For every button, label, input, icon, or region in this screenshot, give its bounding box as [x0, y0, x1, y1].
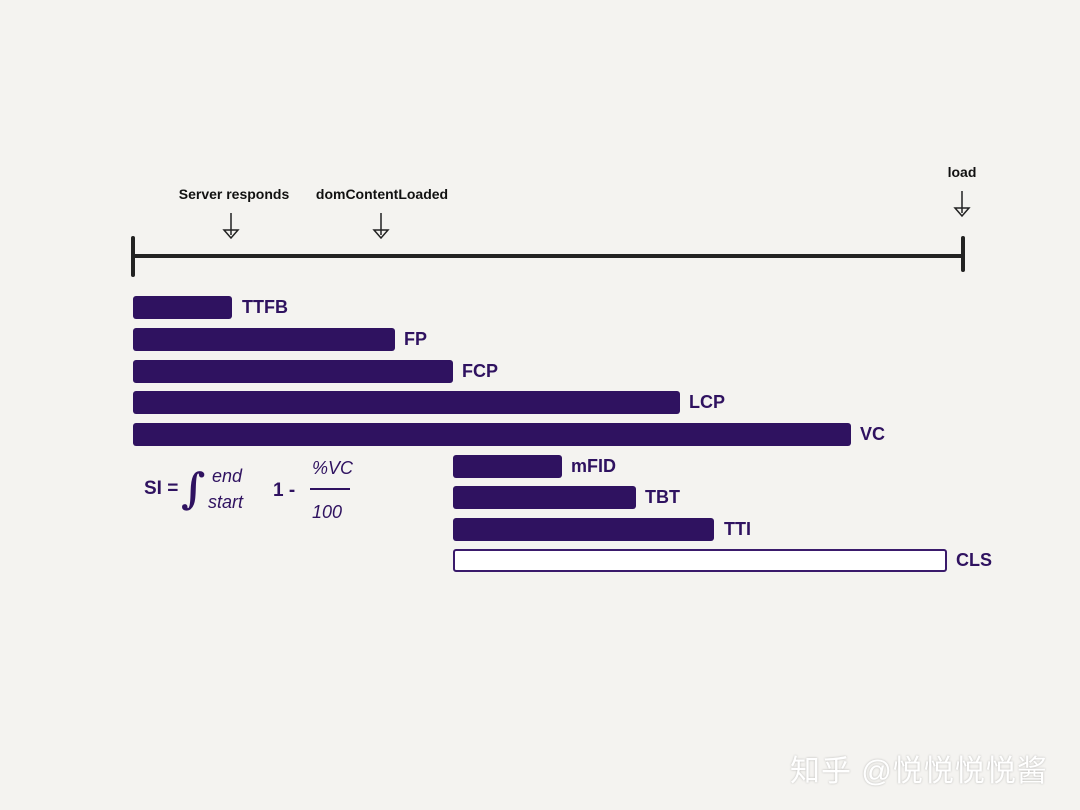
bar-tbt	[453, 486, 636, 509]
formula-denominator: 100	[312, 502, 343, 522]
arrow-icon-dom-content-loaded	[372, 213, 390, 240]
marker-label-dom-content-loaded: domContentLoaded	[315, 186, 449, 202]
bar-label-ttfb: TTFB	[242, 297, 288, 317]
bar-label-fp: FP	[404, 329, 428, 349]
bar-label-cls: CLS	[956, 550, 992, 570]
bar-vc	[133, 423, 851, 446]
arrow-icon-server-responds	[222, 213, 240, 240]
formula-one-minus: 1 -	[273, 480, 296, 501]
bar-tti	[453, 518, 714, 541]
formula-lower-limit: start	[208, 492, 244, 512]
formula-lhs: SI =	[144, 478, 179, 499]
bar-label-fcp: FCP	[462, 361, 498, 381]
formula-upper-limit: end	[212, 466, 243, 486]
bar-label-lcp: LCP	[689, 392, 725, 412]
integral-icon: ∫	[181, 464, 206, 513]
bar-ttfb	[133, 296, 232, 319]
bar-lcp	[133, 391, 680, 414]
bar-mfid	[453, 455, 562, 478]
timeline	[131, 191, 971, 277]
bar-label-tti: TTI	[724, 519, 751, 539]
bar-fcp	[133, 360, 453, 383]
watermark: 知乎 @悦悦悦悦酱	[790, 755, 1048, 788]
bar-cls	[453, 549, 947, 572]
marker-label-server-responds: Server responds	[178, 186, 290, 202]
formula-numerator: %VC	[312, 458, 354, 478]
formula-fraction-line	[310, 488, 350, 490]
bar-label-vc: VC	[860, 424, 886, 444]
bar-label-tbt: TBT	[645, 487, 680, 507]
marker-label-load: load	[947, 164, 977, 180]
bar-fp	[133, 328, 395, 351]
bar-label-mfid: mFID	[571, 456, 616, 476]
arrow-icon-load	[953, 191, 971, 218]
